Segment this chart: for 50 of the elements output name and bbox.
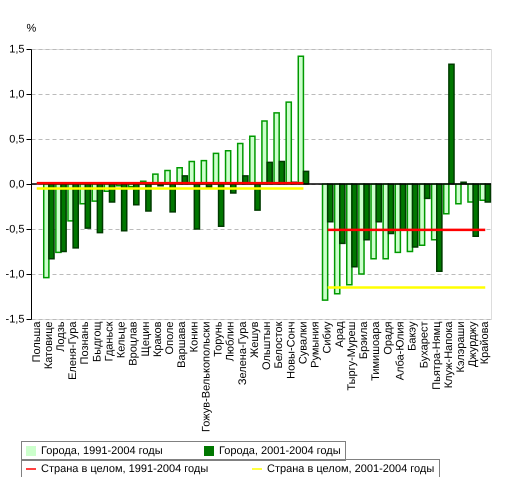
x-tick-label: Жешув (248, 321, 261, 358)
y-tick-label: -1,5 (6, 314, 24, 326)
x-tick-label: Конин (188, 322, 200, 352)
x-tick-label: Варшава (176, 320, 188, 368)
x-tick-label: Быдгощ (91, 322, 104, 362)
x-tick-label: Арад (334, 320, 346, 348)
x-tick-label: Краков (152, 321, 164, 358)
x-tick-label: Катовице (42, 322, 55, 370)
x-tick-label: Кельце (116, 322, 128, 358)
x-tick-label: Сувалки (297, 322, 310, 364)
legend-label: Страна в целом, 1991-2004 годы (41, 463, 208, 475)
x-tick-label: Бухарест (418, 322, 431, 368)
x-tick-label: Брэила (358, 320, 370, 360)
x-tick-label: Пьятра-Нямц (430, 320, 443, 390)
x-tick-label: Зелена-Гура (236, 320, 249, 386)
y-tick-label: -0,5 (6, 224, 24, 236)
x-tick-label: Алба-Юлия (394, 321, 406, 380)
x-tick-label: Вроцлав (128, 321, 140, 366)
y-tick-label: 1,5 (9, 44, 24, 56)
x-tick-label: Гданьск (103, 321, 116, 362)
y-tick-label: 0,5 (9, 134, 24, 146)
x-tick-label: Тимишоара (370, 320, 382, 381)
x-tick-label: Румыния (310, 321, 322, 368)
x-tick-label: Лодзь (55, 321, 67, 352)
x-tick-label: Клуж-Напока (442, 320, 455, 388)
legend-label: Города, 2001-2004 годы (219, 445, 341, 457)
x-tick-label: Тыргу-Муреш (346, 321, 358, 391)
x-tick-label: Крайова (479, 320, 492, 364)
x-tick-label: Ополе (164, 322, 176, 354)
y-tick-label: -1,0 (6, 268, 24, 280)
x-tick-label: Польша (30, 320, 43, 362)
x-tick-label: Щецин (140, 322, 152, 356)
x-tick-label: Новы-Сонч (285, 322, 298, 379)
x-tick-label: Торунь (212, 321, 225, 357)
x-tick-label: Люблин (224, 322, 237, 362)
x-tick-label: Еленя-Гура (67, 320, 80, 380)
x-tick-label: Познань (79, 321, 92, 364)
x-tick-label: Бакэу (406, 321, 419, 351)
x-tick-label: Сибиу (322, 321, 334, 354)
x-tick-label: Гожув-Велькопольски (200, 322, 212, 432)
x-tick-label: Орадя (382, 321, 394, 355)
y-tick-label: 0,0 (9, 178, 24, 190)
legend-label: Страна в целом, 2001-2004 годы (267, 463, 434, 475)
x-tick-label: Кэлэраши (455, 322, 467, 373)
y-axis-title: % (26, 22, 36, 34)
y-tick-label: 1,0 (9, 88, 24, 100)
x-tick-label: Белосток (273, 321, 286, 368)
x-tick-label: Джурджу (467, 321, 480, 368)
legend-label: Города, 1991-2004 годы (41, 445, 163, 457)
x-tick-label: Ольштын (261, 322, 274, 370)
